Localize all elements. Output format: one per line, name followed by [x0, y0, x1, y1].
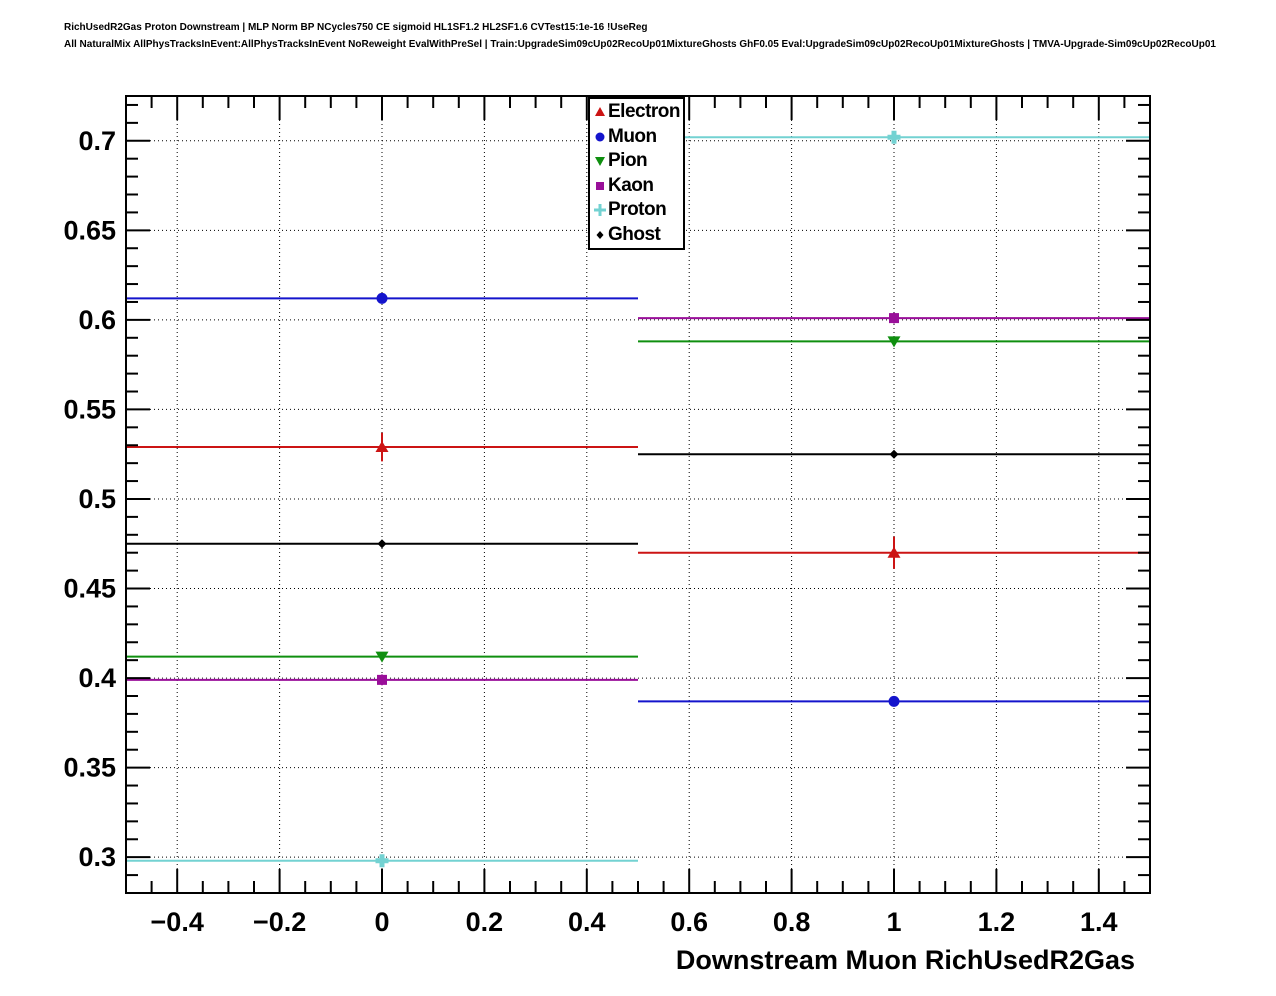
data-marker: [887, 336, 901, 348]
data-marker: [887, 130, 901, 144]
data-marker: [375, 441, 389, 453]
y-tick-label: 0.35: [63, 753, 116, 783]
y-tick-label: 0.65: [63, 215, 116, 245]
pion-marker-icon: [595, 157, 605, 167]
ghost-marker-icon: [596, 230, 604, 239]
legend-item-proton: Proton: [593, 198, 683, 223]
y-tick-label: 0.3: [78, 842, 116, 872]
data-marker: [375, 854, 389, 868]
y-tick-label: 0.45: [63, 574, 116, 604]
legend-label: Pion: [608, 150, 648, 172]
legend-label: Ghost: [608, 223, 661, 245]
x-tick-label: 0.8: [773, 907, 811, 937]
legend-item-ghost: Ghost: [593, 223, 683, 248]
y-tick-label: 0.55: [63, 394, 116, 424]
kaon-marker-icon: [596, 181, 604, 190]
proton-marker-icon: [594, 204, 606, 217]
data-marker: [377, 539, 387, 549]
data-marker: [889, 449, 899, 459]
y-tick-label: 0.5: [78, 484, 116, 514]
legend-item-kaon: Kaon: [593, 174, 683, 199]
x-tick-label: 1.2: [978, 907, 1016, 937]
data-marker: [889, 313, 899, 324]
x-tick-label: 0: [374, 907, 389, 937]
y-tick-label: 0.7: [78, 126, 116, 156]
x-tick-label: −0.2: [253, 907, 306, 937]
legend-label: Kaon: [608, 174, 654, 196]
x-tick-label: 0.4: [568, 907, 606, 937]
x-tick-label: 0.2: [466, 907, 504, 937]
legend-label: Proton: [608, 199, 667, 221]
data-marker: [887, 546, 901, 558]
x-tick-label: 1.4: [1080, 907, 1118, 937]
data-marker: [375, 651, 389, 663]
x-tick-label: 0.6: [670, 907, 708, 937]
x-tick-label: 1: [886, 907, 901, 937]
y-tick-label: 0.4: [78, 663, 116, 693]
data-marker: [376, 292, 388, 304]
legend-item-pion: Pion: [593, 149, 683, 174]
muon-marker-icon: [595, 132, 605, 142]
legend-box: Electron Muon Pion Kaon Proton Ghost: [588, 97, 685, 250]
electron-marker-icon: [595, 107, 605, 117]
data-marker: [888, 695, 900, 707]
plot-title-line1: RichUsedR2Gas Proton Downstream | MLP No…: [64, 22, 648, 33]
legend-item-electron: Electron: [593, 100, 683, 125]
legend-label: Electron: [608, 101, 681, 123]
legend-item-muon: Muon: [593, 125, 683, 150]
plot-title-line2: All NaturalMix AllPhysTracksInEvent:AllP…: [64, 39, 1216, 50]
x-tick-label: −0.4: [151, 907, 204, 937]
legend-label: Muon: [608, 125, 657, 147]
y-tick-label: 0.6: [78, 305, 116, 335]
x-axis-title: Downstream Muon RichUsedR2Gas: [675, 945, 1135, 975]
data-marker: [377, 674, 387, 685]
